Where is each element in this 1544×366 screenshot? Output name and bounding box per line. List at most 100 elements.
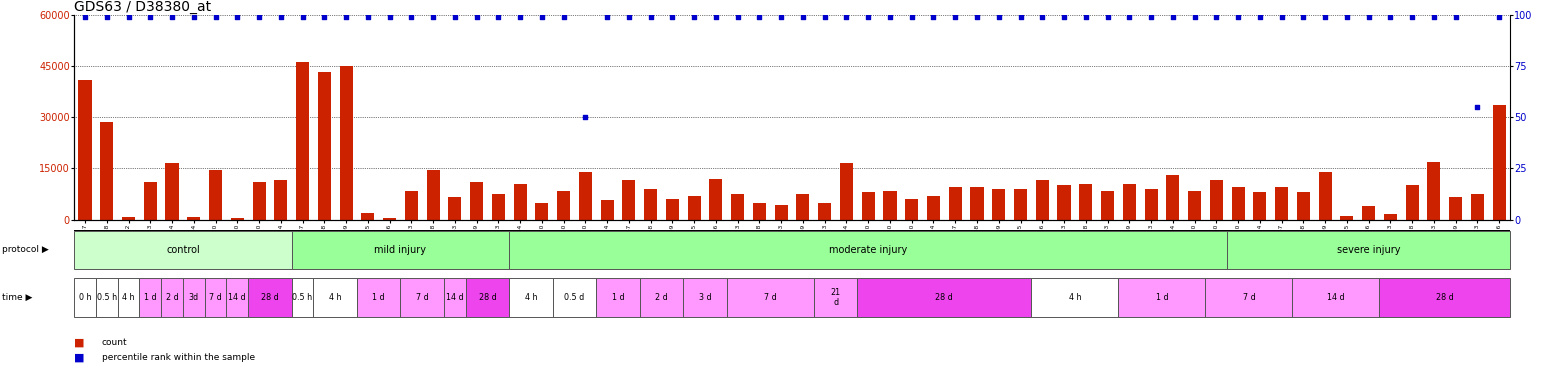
Bar [1340, 216, 1354, 220]
Point [834, 14, 858, 20]
Bar [383, 218, 397, 220]
Point [530, 14, 554, 20]
Text: 28 d: 28 d [261, 293, 279, 302]
Bar [187, 217, 201, 220]
Point [420, 14, 446, 20]
Bar [1493, 105, 1505, 220]
Text: 4 h: 4 h [122, 293, 134, 302]
Text: 1 d: 1 d [611, 293, 624, 302]
Text: 7 d: 7 d [415, 293, 429, 302]
Bar [1079, 184, 1092, 220]
Point [443, 14, 468, 20]
Point [508, 14, 533, 20]
Point [877, 14, 902, 20]
Text: 2 d: 2 d [655, 293, 669, 302]
Point [1183, 14, 1207, 20]
Bar [79, 79, 91, 220]
Point [1356, 14, 1380, 20]
Bar [644, 189, 658, 220]
Point [94, 14, 119, 20]
Bar [840, 163, 852, 220]
Point [269, 14, 293, 20]
Point [398, 14, 423, 20]
Text: 4 h: 4 h [525, 293, 537, 302]
Bar [361, 213, 374, 220]
Bar [862, 192, 875, 220]
Bar [732, 194, 744, 220]
Text: moderate injury: moderate injury [829, 245, 908, 255]
Bar [926, 196, 940, 220]
Point [682, 14, 707, 20]
Text: 7 d: 7 d [208, 293, 222, 302]
Bar [318, 72, 330, 220]
Point [1291, 14, 1315, 20]
Bar [665, 199, 679, 220]
Bar [426, 170, 440, 220]
Point [1204, 14, 1229, 20]
Point [551, 14, 576, 20]
Bar [1275, 187, 1288, 220]
Text: 7 d: 7 d [764, 293, 777, 302]
Point [965, 14, 990, 20]
Point [987, 14, 1011, 20]
Point [1487, 14, 1512, 20]
Point [726, 14, 750, 20]
Text: count: count [102, 338, 128, 347]
Text: 1 d: 1 d [1155, 293, 1169, 302]
Text: 28 d: 28 d [936, 293, 953, 302]
Point [922, 14, 946, 20]
Point [225, 14, 250, 20]
Bar [1319, 172, 1331, 220]
Text: 14 d: 14 d [446, 293, 463, 302]
Point [116, 14, 141, 20]
Point [616, 14, 641, 20]
Point [355, 14, 380, 20]
Point [159, 14, 184, 20]
Bar [1036, 180, 1048, 220]
Point [1161, 14, 1186, 20]
Point [137, 14, 162, 20]
Bar [275, 180, 287, 220]
Bar [1101, 191, 1115, 220]
Bar [1187, 191, 1201, 220]
Bar [100, 122, 113, 220]
Bar [405, 191, 418, 220]
Text: 0.5 h: 0.5 h [97, 293, 117, 302]
Point [659, 14, 684, 20]
Bar [1362, 206, 1376, 220]
Point [334, 14, 358, 20]
Bar [493, 194, 505, 220]
Text: 0 h: 0 h [79, 293, 91, 302]
Bar [1166, 175, 1180, 220]
Point [1138, 14, 1164, 20]
Point [1334, 14, 1359, 20]
Point [1269, 14, 1294, 20]
Text: 0.5 d: 0.5 d [565, 293, 585, 302]
Bar [579, 172, 591, 220]
Text: 1 d: 1 d [372, 293, 384, 302]
Point [704, 14, 729, 20]
Text: mild injury: mild injury [375, 245, 426, 255]
Text: time ▶: time ▶ [2, 293, 32, 302]
Bar [253, 182, 266, 220]
Text: 0.5 h: 0.5 h [292, 293, 312, 302]
Bar [753, 202, 766, 220]
Bar [1450, 197, 1462, 220]
Bar [971, 187, 984, 220]
Bar [797, 194, 809, 220]
Text: 1 d: 1 d [144, 293, 156, 302]
Bar [1383, 214, 1397, 220]
Bar [948, 187, 962, 220]
Text: 3d: 3d [188, 293, 199, 302]
Text: 28 d: 28 d [1436, 293, 1453, 302]
Point [899, 14, 923, 20]
Point [182, 14, 207, 20]
Bar [165, 163, 179, 220]
Bar [1405, 186, 1419, 220]
Bar [622, 180, 636, 220]
Text: ■: ■ [74, 337, 85, 347]
Point [1095, 14, 1119, 20]
Text: GDS63 / D38380_at: GDS63 / D38380_at [74, 0, 212, 14]
Bar [993, 189, 1005, 220]
Point [1377, 14, 1402, 20]
